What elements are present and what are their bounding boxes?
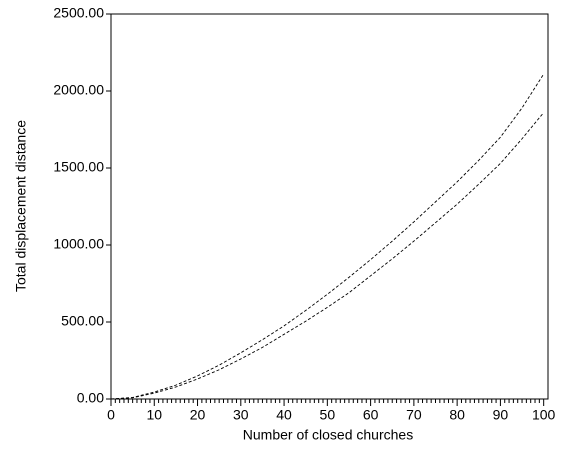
x-axis-label: Number of closed churches xyxy=(243,427,413,443)
x-tick-label: 40 xyxy=(276,407,292,423)
y-tick-label: 1000.00 xyxy=(53,236,104,252)
y-tick-label: 1500.00 xyxy=(53,159,104,175)
x-tick-label: 0 xyxy=(107,407,115,423)
y-tick-label: 500.00 xyxy=(61,313,104,329)
x-tick-label: 100 xyxy=(532,407,556,423)
x-tick-label: 60 xyxy=(363,407,379,423)
x-tick-label: 10 xyxy=(146,407,162,423)
x-tick-label: 90 xyxy=(493,407,509,423)
x-tick-label: 80 xyxy=(449,407,465,423)
plot-frame xyxy=(110,13,549,400)
y-tick-label: 2500.00 xyxy=(53,5,104,21)
series-line xyxy=(110,73,545,400)
x-tick-label: 50 xyxy=(320,407,336,423)
x-tick-label: 70 xyxy=(406,407,422,423)
x-tick-label: 20 xyxy=(190,407,206,423)
y-tick-label: 2000.00 xyxy=(53,82,104,98)
series-line xyxy=(110,112,545,400)
y-axis-label: Total displacement distance xyxy=(13,120,29,292)
x-tick-label: 30 xyxy=(233,407,249,423)
y-tick-label: 0.00 xyxy=(77,390,104,406)
